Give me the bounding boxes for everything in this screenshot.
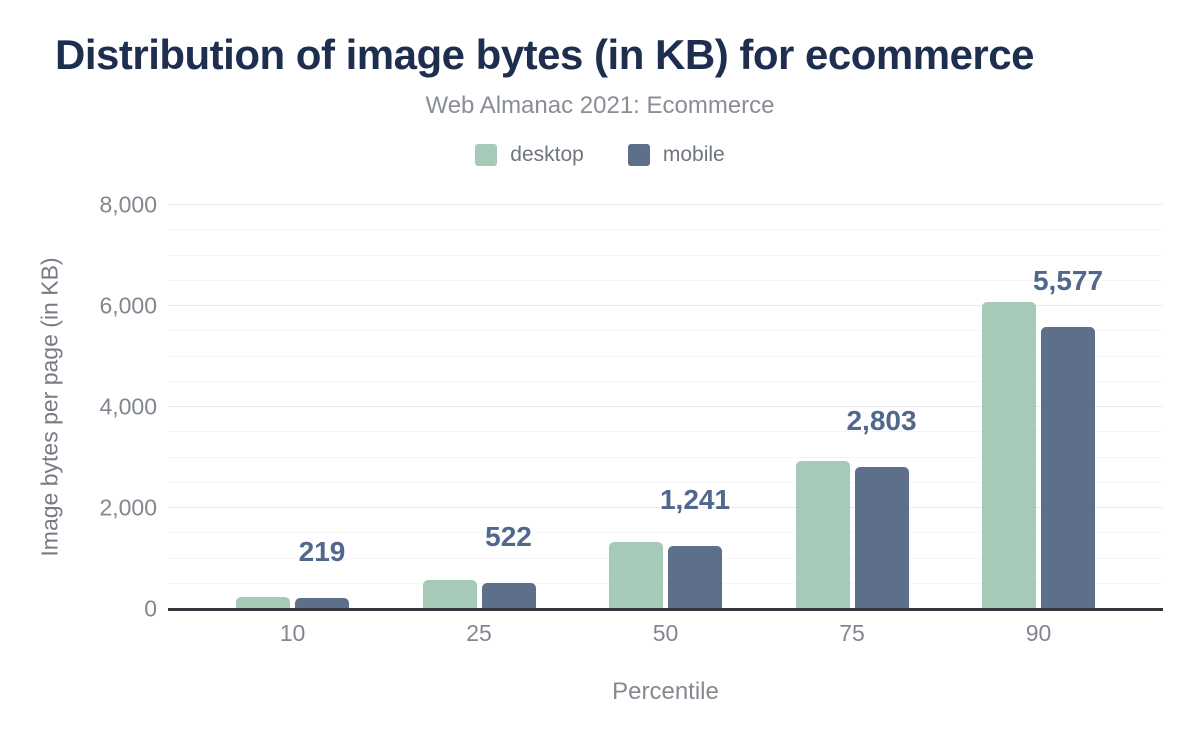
legend: desktop mobile xyxy=(0,143,1200,167)
desktop-bar-p50[interactable] xyxy=(609,541,663,609)
data-label-p25: 522 xyxy=(485,520,532,552)
minor-gridline xyxy=(168,532,1163,534)
mobile-bar-p50[interactable] xyxy=(668,546,722,609)
chart-title: Distribution of image bytes (in KB) for … xyxy=(55,31,1035,78)
minor-gridline xyxy=(168,279,1163,281)
data-label-p50: 1,241 xyxy=(659,484,731,516)
y-axis-tick-label: 6,000 xyxy=(99,292,157,319)
bar-group-p90 xyxy=(982,205,1095,609)
minor-gridline xyxy=(168,254,1163,256)
legend-item-mobile[interactable]: mobile xyxy=(627,143,725,167)
minor-gridline xyxy=(168,431,1163,433)
data-label-p10: 219 xyxy=(298,535,346,567)
x-axis-tick-label: 25 xyxy=(466,620,492,646)
minor-gridline xyxy=(168,481,1163,483)
legend-item-desktop[interactable]: desktop xyxy=(475,143,584,167)
plot-area: 0 2,000 4,000 6,000 8,000 10 25 50 75 90 219 522 1,2… xyxy=(99,192,1163,646)
x-axis-tick-label: 50 xyxy=(652,620,679,646)
legend-label-mobile: mobile xyxy=(662,143,725,166)
major-gridline xyxy=(168,406,1163,407)
x-axis-tick-label: 90 xyxy=(1025,620,1052,646)
bar-group-p75 xyxy=(795,205,909,609)
mobile-bar-p25[interactable] xyxy=(481,582,536,609)
mobile-bar-p90[interactable] xyxy=(1041,327,1095,609)
bar-group-p10 xyxy=(236,205,349,609)
x-axis-title: Percentile xyxy=(612,678,719,705)
mobile-bar-p75[interactable] xyxy=(854,467,909,609)
desktop-swatch-icon xyxy=(475,144,498,166)
desktop-bar-p90[interactable] xyxy=(982,302,1036,609)
minor-gridline xyxy=(168,456,1163,458)
major-gridline xyxy=(168,305,1163,306)
mobile-swatch-icon xyxy=(627,144,650,166)
bar-group-p50 xyxy=(609,205,722,609)
major-gridline xyxy=(168,204,1163,205)
y-axis-tick-label: 0 xyxy=(144,595,157,622)
minor-gridline xyxy=(168,380,1163,382)
bar-group-p25 xyxy=(422,205,536,609)
y-axis-tick-label: 2,000 xyxy=(99,494,157,521)
x-axis-tick-label: 75 xyxy=(839,620,865,646)
desktop-bar-p10[interactable] xyxy=(236,596,290,609)
y-axis-tick-label: 4,000 xyxy=(99,393,157,420)
minor-gridline xyxy=(168,229,1163,231)
desktop-bar-p25[interactable] xyxy=(422,580,477,609)
data-label-p75: 2,803 xyxy=(846,405,917,437)
y-axis-tick-label: 8,000 xyxy=(99,191,157,218)
minor-gridline xyxy=(168,330,1163,332)
desktop-bar-p75[interactable] xyxy=(795,460,850,609)
minor-gridline xyxy=(168,557,1163,559)
legend-label-desktop: desktop xyxy=(510,143,584,166)
x-axis-tick-label: 10 xyxy=(279,620,306,646)
minor-gridline xyxy=(168,355,1163,357)
major-gridline xyxy=(168,507,1163,508)
mobile-bar-p10[interactable] xyxy=(295,597,349,609)
x-axis-line xyxy=(168,608,1163,611)
data-label-p90: 5,577 xyxy=(1032,265,1104,297)
minor-gridline xyxy=(168,582,1163,584)
chart-subtitle: Web Almanac 2021: Ecommerce xyxy=(425,92,775,119)
y-axis-title: Image bytes per page (in KB) xyxy=(36,257,63,557)
